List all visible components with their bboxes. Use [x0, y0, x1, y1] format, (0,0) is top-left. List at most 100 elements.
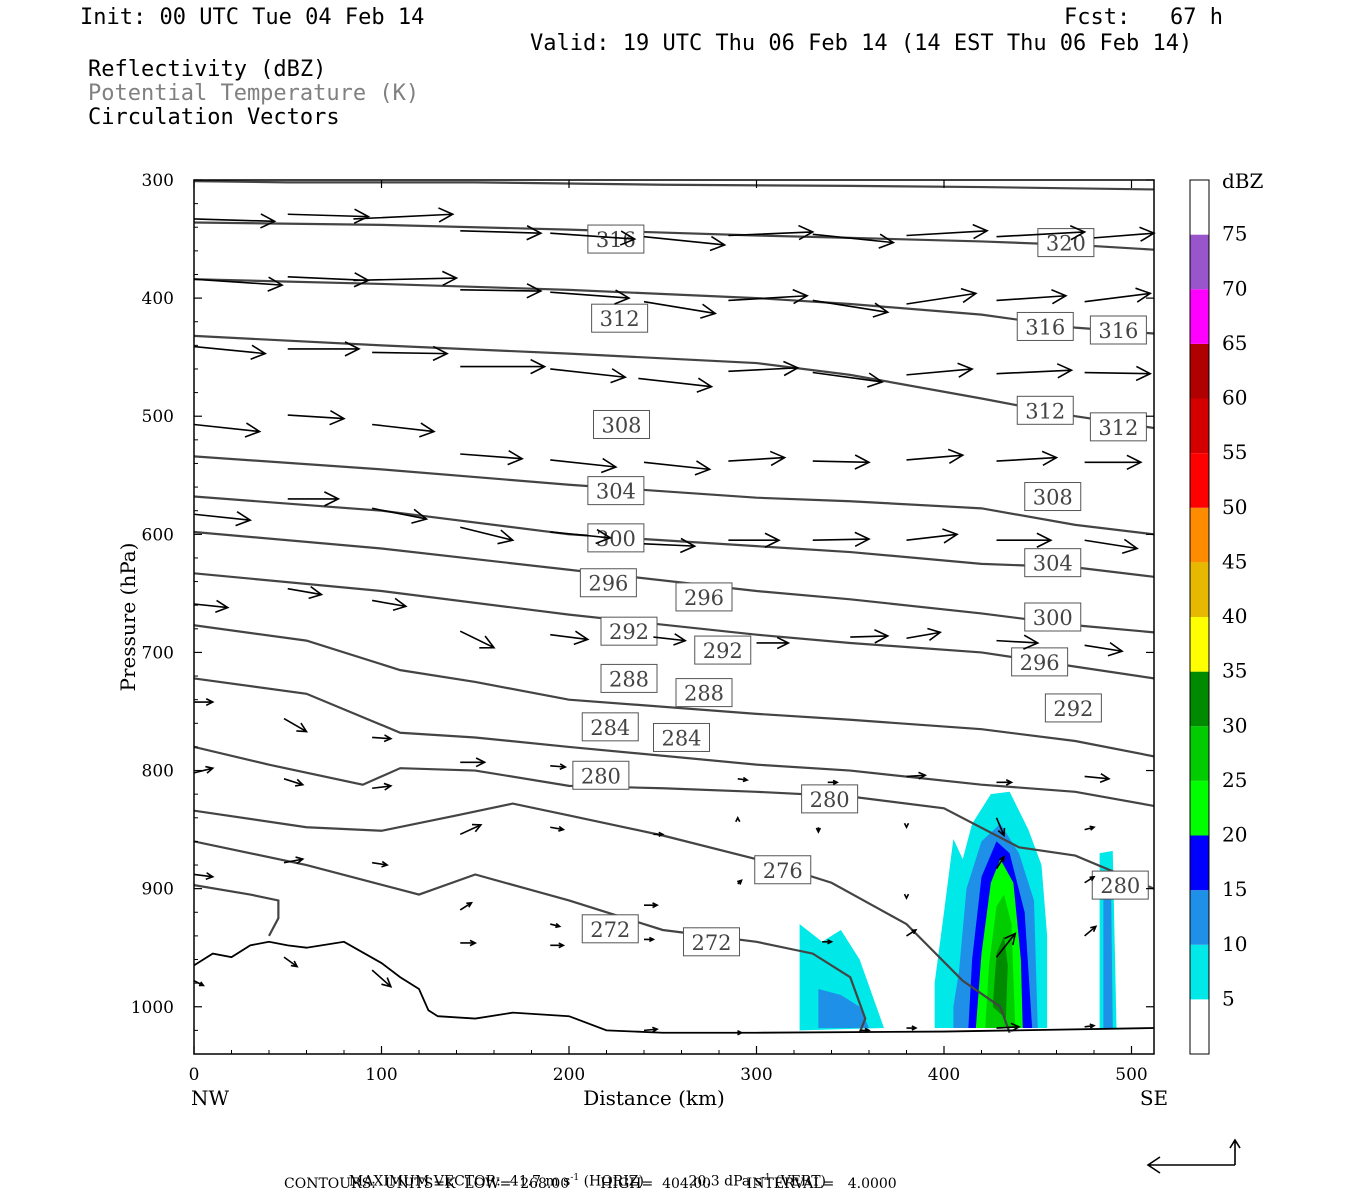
colorbar-segment	[1190, 234, 1209, 290]
colorbar-segment	[1190, 343, 1209, 399]
contour-label-box	[1024, 482, 1082, 512]
circulation-vector	[353, 207, 455, 223]
circulation-vector	[728, 360, 800, 377]
y-tick-label: 500	[142, 407, 174, 427]
circulation-vector	[644, 902, 659, 909]
circulation-vector	[906, 1025, 918, 1031]
contour-label-box	[1016, 395, 1074, 425]
colorbar-segment	[1190, 780, 1209, 836]
colorbar-segment	[1190, 398, 1209, 454]
circulation-vector	[1093, 226, 1156, 242]
y-tick-label: 300	[142, 171, 174, 191]
y-axis-label: Pressure (hPa)	[116, 543, 140, 692]
colorbar-frame	[1189, 179, 1210, 1055]
y-tick-label: 900	[142, 880, 174, 900]
circulation-vector	[653, 831, 665, 838]
contour-label: 296	[684, 586, 724, 610]
circulation-vector	[906, 362, 974, 378]
circulation-vector	[372, 422, 436, 438]
circulation-vector	[653, 633, 688, 646]
contour-label-box	[675, 678, 733, 708]
contour-label-box	[1024, 548, 1082, 578]
colorbar-label: 15	[1222, 877, 1247, 901]
circulation-vector	[643, 1026, 659, 1033]
field-label-reflectivity: Reflectivity (dBZ)	[88, 57, 327, 82]
circulation-vector	[737, 1030, 744, 1036]
circulation-vector	[283, 856, 305, 865]
circulation-vector	[459, 630, 496, 649]
circulation-vector	[372, 860, 389, 868]
circulation-vector	[812, 299, 890, 318]
circulation-vector	[903, 822, 910, 830]
circulation-vector	[287, 410, 346, 426]
colorbar-segment	[1190, 890, 1209, 945]
circulation-vector	[287, 491, 341, 507]
contour-label-box	[593, 409, 650, 439]
x-tick-label: 400	[928, 1065, 960, 1085]
contour-label-box	[1016, 311, 1074, 341]
colorbar-segment	[1190, 671, 1209, 727]
circulation-vector	[193, 872, 215, 881]
circulation-vector	[1084, 641, 1124, 657]
colorbar-segment	[1190, 180, 1209, 235]
circulation-vector	[906, 929, 918, 937]
contour-label: 292	[1053, 697, 1093, 721]
circulation-vector	[460, 757, 487, 768]
circulation-vector	[193, 422, 262, 438]
circulation-vector	[371, 969, 393, 988]
circulation-vector	[550, 368, 628, 384]
circulation-vector	[737, 776, 749, 783]
circulation-vector	[996, 634, 1040, 650]
contour-label: 280	[1100, 874, 1140, 898]
colorbar-label: 25	[1222, 768, 1247, 792]
circulation-vector	[906, 287, 978, 305]
x-tick-label: 300	[740, 1065, 772, 1085]
circulation-vector	[827, 779, 839, 786]
contour-label: 308	[1033, 486, 1073, 510]
circulation-vector	[353, 270, 459, 287]
circulation-vector	[193, 980, 205, 987]
circulation-vector	[812, 454, 871, 470]
contour-label: 284	[590, 716, 630, 740]
theta-contour	[194, 802, 1011, 1034]
circulation-vector	[283, 717, 309, 733]
contour-label-box	[591, 303, 649, 333]
colorbar-label: 5	[1222, 986, 1235, 1010]
max-vector-label: MAXIMUM VECTOR:	[348, 1173, 501, 1190]
circulation-vector	[550, 289, 631, 305]
circulation-vector	[735, 815, 741, 823]
circulation-vector	[371, 507, 429, 524]
colorbar-segment	[1190, 617, 1209, 672]
contour-label: 276	[763, 859, 803, 883]
contour-label-box	[754, 855, 812, 885]
y-tick-label: 800	[142, 762, 174, 782]
y-tick-label: 600	[142, 525, 174, 545]
colorbar-segment	[1190, 453, 1209, 508]
circulation-vector	[460, 526, 515, 545]
contour-label-box	[581, 712, 639, 742]
circulation-vector	[460, 939, 478, 947]
theta-contour	[194, 455, 1154, 536]
circulation-vector	[996, 363, 1074, 379]
circulation-vector	[728, 224, 815, 241]
colorbar-label: 30	[1222, 713, 1247, 737]
circulation-vector	[728, 288, 809, 305]
colorbar-label: 60	[1222, 386, 1247, 410]
contour-label: 280	[581, 764, 621, 788]
circulation-vector	[550, 942, 566, 949]
plot-frame	[193, 179, 1155, 1055]
contour-label: 316	[1098, 319, 1138, 343]
x-axis-label: Distance (km)	[583, 1086, 725, 1110]
contour-label-box	[1024, 602, 1082, 632]
contour-label: 296	[588, 572, 628, 596]
colorbar-segment	[1190, 289, 1209, 344]
colorbar-segment	[1190, 999, 1209, 1054]
circulation-vector	[1084, 538, 1139, 554]
circulation-vector	[643, 235, 727, 252]
y-tick-label: 700	[142, 643, 174, 663]
contour-label: 312	[1098, 416, 1138, 440]
colorbar-label: 65	[1222, 331, 1247, 355]
contour-label-box	[1091, 870, 1149, 900]
circulation-vector	[644, 936, 656, 943]
